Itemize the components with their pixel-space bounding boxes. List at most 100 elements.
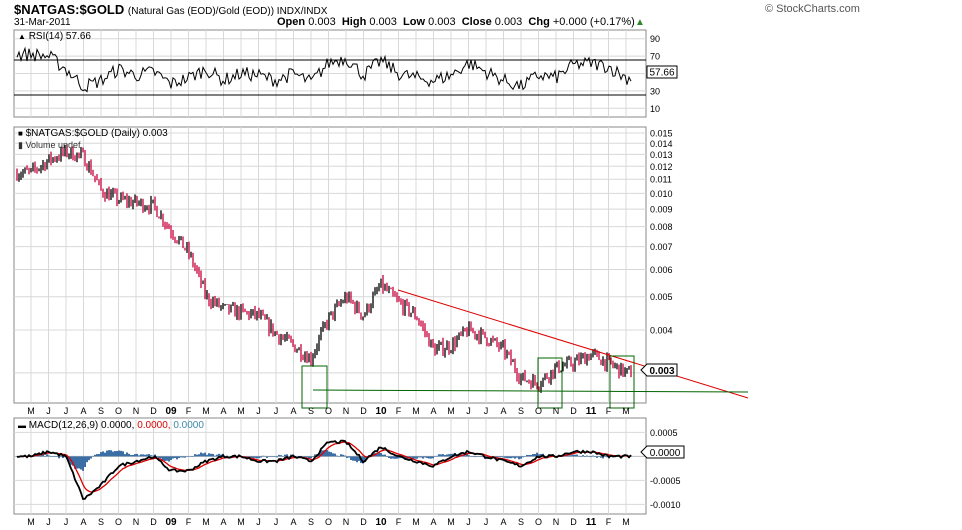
macd-histogram-bar bbox=[404, 456, 406, 460]
macd-histogram-bar bbox=[276, 456, 278, 458]
x-tick-label: A bbox=[500, 517, 506, 527]
macd-histogram-bar bbox=[98, 454, 100, 457]
macd-histogram-bar bbox=[466, 453, 468, 457]
macd-histogram-bar bbox=[194, 454, 196, 457]
x-tick-label: S bbox=[98, 517, 104, 527]
macd-histogram-bar bbox=[506, 456, 508, 459]
x-tick-label: S bbox=[98, 406, 104, 416]
x-tick-label: A bbox=[290, 406, 296, 416]
macd-histogram-bar bbox=[126, 452, 128, 457]
macd-histogram-bar bbox=[430, 456, 432, 459]
macd-histogram-bar bbox=[164, 456, 166, 461]
macd-histogram-bar bbox=[186, 456, 188, 457]
macd-histogram-bar bbox=[344, 455, 346, 457]
macd-histogram-bar bbox=[522, 456, 524, 458]
macd-histogram-bar bbox=[252, 456, 254, 458]
macd-histogram-bar bbox=[566, 454, 568, 457]
x-tick-label: J bbox=[256, 517, 261, 527]
macd-histogram-bar bbox=[176, 456, 178, 460]
macd-histogram-bar bbox=[122, 451, 124, 457]
x-tick-label: F bbox=[186, 517, 192, 527]
macd-histogram-bar bbox=[324, 450, 326, 457]
volume-legend: ▮ Volume undef bbox=[18, 140, 81, 151]
price-tick-label: 0.012 bbox=[650, 162, 673, 172]
macd-histogram-bar bbox=[394, 456, 396, 459]
macd-grid bbox=[14, 418, 646, 514]
low-label: Low bbox=[403, 16, 426, 28]
macd-histogram-bar bbox=[528, 455, 530, 457]
macd-histogram-bar bbox=[426, 456, 428, 459]
price-tick-label: 0.014 bbox=[650, 139, 673, 149]
volume-label: Volume undef bbox=[25, 140, 81, 150]
macd-histogram-bar bbox=[604, 456, 606, 457]
macd-histogram-bar bbox=[504, 456, 506, 458]
x-tick-label: M bbox=[412, 517, 420, 527]
macd-histogram-bar bbox=[156, 456, 158, 457]
macd-histogram-bar bbox=[386, 456, 388, 457]
macd-histogram-bar bbox=[326, 449, 328, 457]
macd-histogram-bar bbox=[398, 456, 400, 459]
x-tick-label: F bbox=[186, 406, 192, 416]
macd-histogram-bar bbox=[540, 454, 542, 457]
macd-histogram-bar bbox=[296, 456, 298, 457]
macd-histogram-bar bbox=[86, 456, 88, 463]
macd-histogram-bar bbox=[306, 456, 308, 458]
macd-histogram-bar bbox=[478, 456, 480, 457]
macd-histogram-bar bbox=[600, 456, 602, 458]
macd-histogram-bar bbox=[254, 456, 256, 458]
x-tick-label: M bbox=[447, 517, 455, 527]
macd-histogram-bar bbox=[196, 454, 198, 457]
x-tick-label: N bbox=[343, 517, 350, 527]
rsi-legend-icon: ▲ bbox=[18, 32, 26, 41]
macd-histogram-bar bbox=[576, 454, 578, 457]
macd-histogram-bar bbox=[350, 456, 352, 461]
macd-histogram-bar bbox=[260, 456, 262, 458]
signal-line bbox=[16, 441, 632, 493]
macd-histogram-bar bbox=[90, 456, 92, 459]
x-tick-label: D bbox=[360, 517, 367, 527]
x-tick-label: A bbox=[80, 406, 86, 416]
macd-histogram-bar bbox=[518, 456, 520, 460]
chart-date: 31-Mar-2011 bbox=[14, 17, 71, 28]
macd-histogram-bar bbox=[358, 456, 360, 461]
rsi-tick-label: 70 bbox=[650, 52, 660, 62]
x-tick-label: D bbox=[360, 406, 367, 416]
macd-histogram-bar bbox=[606, 456, 608, 458]
x-tick-label: 11 bbox=[586, 517, 597, 528]
price-label: $NATGAS:$GOLD (Daily) 0.003 bbox=[25, 128, 168, 139]
macd-histogram-bar bbox=[414, 456, 416, 459]
macd-series bbox=[16, 439, 632, 500]
macd-histogram-bar bbox=[148, 453, 150, 457]
macd-histogram-bar bbox=[424, 456, 426, 458]
macd-histogram-bar bbox=[120, 450, 122, 457]
macd-histogram-bar bbox=[268, 456, 270, 457]
x-tick-label: N bbox=[553, 517, 560, 527]
rsi-tick-label: 90 bbox=[650, 34, 660, 44]
macd-histogram-bar bbox=[280, 455, 282, 457]
chg-up-icon: ▲ bbox=[635, 17, 645, 28]
x-tick-label: 09 bbox=[165, 406, 177, 417]
macd-histogram-bar bbox=[320, 450, 322, 457]
macd-histogram-bar bbox=[384, 454, 386, 457]
rsi-tick-label: 30 bbox=[650, 86, 660, 96]
macd-legend-icon: ▬ bbox=[18, 421, 26, 430]
macd-histogram-bar bbox=[390, 456, 392, 459]
macd-histogram-bar bbox=[380, 453, 382, 457]
price-series bbox=[16, 144, 632, 393]
macd-histogram-bar bbox=[538, 454, 540, 457]
macd-histogram-bar bbox=[482, 456, 484, 458]
macd-histogram-bar bbox=[428, 456, 430, 459]
x-tick-label: J bbox=[484, 517, 489, 527]
macd-histogram-bar bbox=[364, 456, 366, 462]
stockcharts-brand: © StockCharts.com bbox=[765, 3, 860, 15]
macd-histogram-bar bbox=[342, 454, 344, 457]
macd-histogram-bar bbox=[338, 456, 340, 457]
price-tick-label: 0.010 bbox=[650, 189, 673, 199]
macd-histogram-bar bbox=[498, 456, 500, 458]
x-tick-label: 09 bbox=[165, 517, 177, 528]
x-tick-label: A bbox=[430, 406, 436, 416]
macd-histogram-bar bbox=[76, 456, 78, 469]
macd-histogram-bar bbox=[158, 456, 160, 458]
macd-histogram-bar bbox=[206, 454, 208, 457]
